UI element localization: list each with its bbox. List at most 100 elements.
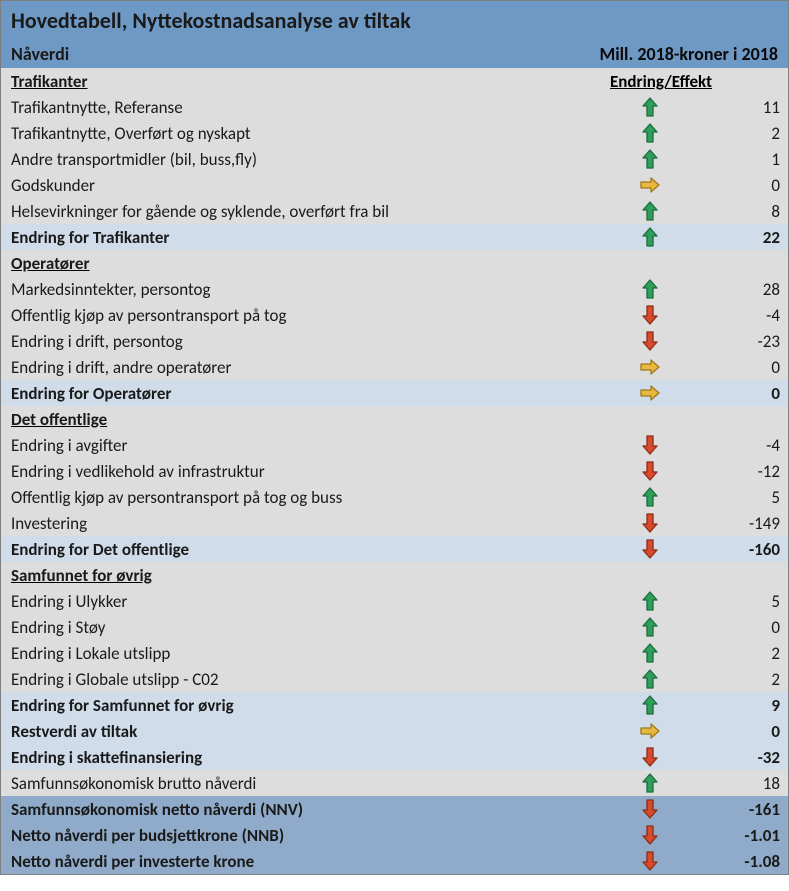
row-value: -4: [690, 435, 780, 456]
arrow-up-icon: [610, 149, 690, 169]
row-label: Offentlig kjøp av persontransport på tog: [11, 305, 610, 326]
row-value: 1: [690, 149, 780, 170]
row-label: Samfunnsøkonomisk netto nåverdi (NNV): [11, 799, 610, 820]
row-value: 8: [690, 201, 780, 222]
table-row: TrafikanterEndring/Effekt: [1, 68, 788, 94]
row-value: 2: [690, 643, 780, 664]
table-title: Hovedtabell, Nyttekostnadsanalyse av til…: [11, 7, 778, 34]
arrow-up-icon: [610, 227, 690, 247]
table-row: Endring i avgifter -4: [1, 432, 788, 458]
row-label: Det offentlige: [11, 409, 610, 430]
row-value: 11: [690, 97, 780, 118]
row-value: -32: [690, 747, 780, 768]
arrow-right-icon: [610, 383, 690, 403]
table-row: Endring i Ulykker 5: [1, 588, 788, 614]
row-value: -4: [690, 305, 780, 326]
row-label: Helsevirkninger for gående og syklende, …: [11, 201, 610, 222]
table-row: Endring for Trafikanter 22: [1, 224, 788, 250]
row-value: 0: [690, 617, 780, 638]
row-label: Netto nåverdi per budsjettkrone (NNB): [11, 825, 610, 846]
arrow-down-icon: [610, 461, 690, 481]
arrow-up-icon: [610, 201, 690, 221]
table-row: Endring for Operatører0: [1, 380, 788, 406]
row-label: Trafikantnytte, Referanse: [11, 97, 610, 118]
table-row: Markedsinntekter, persontog 28: [1, 276, 788, 302]
row-label: Endring i Ulykker: [11, 591, 610, 612]
row-label: Investering: [11, 513, 610, 534]
table-row: Samfunnet for øvrig: [1, 562, 788, 588]
effect-header: Endring/Effekt: [610, 71, 780, 92]
row-label: Trafikantnytte, Overført og nyskapt: [11, 123, 610, 144]
row-value: 0: [690, 357, 780, 378]
table-row: Endring for Samfunnet for øvrig9: [1, 692, 788, 718]
row-label: Endring for Det offentlige: [11, 539, 610, 560]
table-row: Samfunnsøkonomisk brutto nåverdi 18: [1, 770, 788, 796]
arrow-up-icon: [610, 123, 690, 143]
row-value: 0: [690, 175, 780, 196]
arrow-down-icon: [610, 539, 690, 559]
arrow-down-icon: [610, 331, 690, 351]
row-value: -1.08: [690, 851, 780, 872]
table-row: Samfunnsøkonomisk netto nåverdi (NNV) -16…: [1, 796, 788, 822]
arrow-up-icon: [610, 279, 690, 299]
row-value: 28: [690, 279, 780, 300]
row-label: Endring i skattefinansiering: [11, 747, 610, 768]
row-label: Samfunnsøkonomisk brutto nåverdi: [11, 773, 610, 794]
row-label: Endring i avgifter: [11, 435, 610, 456]
arrow-up-icon: [610, 617, 690, 637]
row-label: Andre transportmidler (bil, buss,fly): [11, 149, 610, 170]
row-label: Operatører: [11, 253, 610, 274]
row-value: 5: [690, 591, 780, 612]
row-label: Endring i Støy: [11, 617, 610, 638]
table-row: Endring i skattefinansiering -32: [1, 744, 788, 770]
row-label: Markedsinntekter, persontog: [11, 279, 610, 300]
table-row: Det offentlige: [1, 406, 788, 432]
table-row: Offentlig kjøp av persontransport på tog…: [1, 484, 788, 510]
table-row: Netto nåverdi per investerte krone-1.08: [1, 848, 788, 874]
row-label: Endring i vedlikehold av infrastruktur: [11, 461, 610, 482]
table-row: Endring i Støy 0: [1, 614, 788, 640]
row-label: Samfunnet for øvrig: [11, 565, 610, 586]
row-label: Restverdi av tiltak: [11, 721, 610, 742]
arrow-up-icon: [610, 695, 690, 715]
row-label: Endring i drift, persontog: [11, 331, 610, 352]
row-value: 0: [690, 721, 780, 742]
row-value: -12: [690, 461, 780, 482]
table-row: Trafikantnytte, Referanse 11: [1, 94, 788, 120]
arrow-up-icon: [610, 773, 690, 793]
row-value: -149: [690, 513, 780, 534]
table-row: Trafikantnytte, Overført og nyskapt 2: [1, 120, 788, 146]
row-value: 2: [690, 123, 780, 144]
row-label: Offentlig kjøp av persontransport på tog…: [11, 487, 610, 508]
arrow-right-icon: [610, 721, 690, 741]
row-label: Trafikanter: [11, 71, 610, 92]
arrow-up-icon: [610, 487, 690, 507]
row-value: 2: [690, 669, 780, 690]
table-row: Godskunder 0: [1, 172, 788, 198]
arrow-up-icon: [610, 97, 690, 117]
arrow-down-icon: [610, 435, 690, 455]
row-value: -1.01: [690, 825, 780, 846]
table-subtitle-row: Nåverdi Mill. 2018-kroner i 2018: [1, 40, 788, 68]
arrow-down-icon: [610, 851, 690, 871]
row-label: Endring for Operatører: [11, 383, 610, 404]
row-label: Endring i Lokale utslipp: [11, 643, 610, 664]
arrow-down-icon: [610, 799, 690, 819]
arrow-down-icon: [610, 747, 690, 767]
table-row: Operatører: [1, 250, 788, 276]
table-row: Endring i drift, persontog -23: [1, 328, 788, 354]
row-value: 18: [690, 773, 780, 794]
row-label: Endring for Trafikanter: [11, 227, 610, 248]
row-value: -161: [690, 799, 780, 820]
subtitle-left: Nåverdi: [11, 43, 424, 65]
row-value: 22: [690, 227, 780, 248]
arrow-down-icon: [610, 825, 690, 845]
table-row: Endring i drift, andre operatører0: [1, 354, 788, 380]
table-row: Investering -149: [1, 510, 788, 536]
table-row: Restverdi av tiltak 0: [1, 718, 788, 744]
row-value: -23: [690, 331, 780, 352]
table-row: Offentlig kjøp av persontransport på tog…: [1, 302, 788, 328]
subtitle-right: Mill. 2018-kroner i 2018: [424, 43, 778, 65]
arrow-right-icon: [610, 175, 690, 195]
row-label: Godskunder: [11, 175, 610, 196]
